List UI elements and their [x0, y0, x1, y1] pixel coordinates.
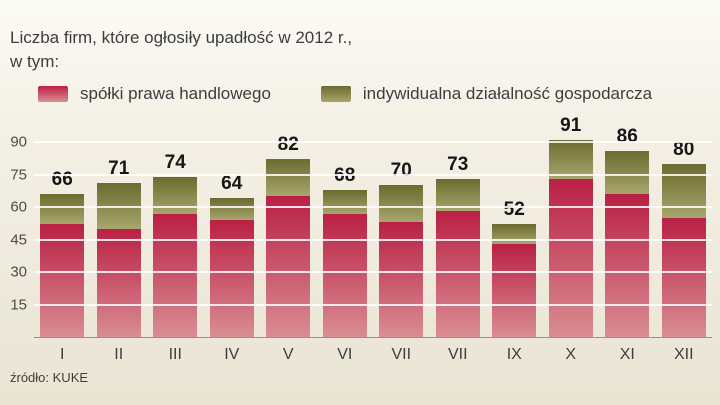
x-label-11: XI [619, 346, 635, 363]
segment-commercial-companies [435, 211, 480, 337]
total-value-label: 73 [447, 153, 469, 175]
segment-individual-business [661, 163, 706, 218]
stacked-bar-8: 73 [435, 154, 480, 337]
segment-individual-business [605, 150, 650, 194]
bar-column-11: 86 XI [599, 126, 656, 363]
gridline-90 [34, 141, 712, 143]
x-label-4: IV [224, 346, 240, 363]
legend-item-individual: indywidualna działalność gospodarcza [320, 84, 653, 104]
source-note: źródło: KUKE [10, 370, 89, 385]
stacked-bar-6: 68 [322, 165, 367, 337]
stacked-bar-3: 74 [153, 152, 198, 337]
stacked-bar-1: 66 [40, 169, 85, 337]
gridline-45 [34, 238, 712, 241]
x-label-2: II [114, 346, 124, 363]
gridline-75 [34, 173, 712, 176]
x-label-5: V [282, 346, 294, 363]
y-tick-90: 90 [10, 133, 27, 151]
bar-column-12: 80 XII [656, 139, 713, 363]
stacked-bar-12: 80 [661, 139, 706, 337]
chart-header: Liczba firm, które ogłosiły upadłość w 2… [10, 26, 352, 74]
total-value-label: 86 [616, 125, 638, 147]
plot-area: 66 I 71 II 74 III 64 IV 82 V 68 VI 70 VII 73 VII 52 IX 91 X… [10, 115, 713, 363]
legend-label-individual: indywidualna działalność gospodarcza [362, 84, 653, 103]
stacked-bar-5: 82 [266, 134, 311, 337]
segment-individual-business [266, 159, 311, 197]
total-value-label: 82 [277, 134, 299, 156]
bar-column-1: 66 I [34, 142, 91, 363]
y-tick-15: 15 [10, 296, 27, 314]
total-value-label: 70 [390, 160, 412, 182]
total-value-label: 74 [164, 151, 186, 173]
gridline-15 [34, 303, 712, 306]
legend-item-companies: spółki prawa handlowego [38, 84, 271, 104]
legend-label-companies: spółki prawa handlowego [80, 84, 271, 103]
segment-commercial-companies [322, 213, 367, 337]
segment-commercial-companies [266, 196, 311, 337]
stacked-bar-9: 52 [492, 199, 537, 337]
y-tick-30: 30 [10, 263, 27, 281]
legend-swatch-red [38, 86, 68, 102]
segment-commercial-companies [548, 178, 593, 337]
segment-individual-business [492, 224, 537, 244]
legend-swatch-olive [320, 86, 351, 102]
segment-commercial-companies [379, 222, 424, 337]
stacked-bar-11: 86 [605, 126, 650, 337]
segment-commercial-companies [96, 228, 141, 337]
bars-row: 66 I 71 II 74 III 64 IV 82 V 68 VI 70 VII 73 VII 52 IX 91 X… [34, 115, 713, 363]
x-label-10: X [565, 346, 577, 363]
bar-column-7: 70 VII [373, 142, 430, 363]
stacked-bar-4: 64 [209, 173, 254, 337]
stacked-bar-10: 91 [548, 115, 593, 337]
segment-commercial-companies [492, 243, 537, 337]
total-value-label: 80 [673, 138, 695, 160]
stacked-bar-2: 71 [96, 158, 141, 337]
total-value-label: 91 [560, 114, 582, 136]
x-label-3: III [168, 346, 182, 363]
segment-individual-business [322, 189, 367, 214]
legend: spółki prawa handlowego indywidualna dzi… [38, 84, 652, 104]
segment-individual-business [548, 139, 593, 179]
gridline-30 [34, 271, 712, 274]
gridline-60 [34, 206, 712, 209]
segment-individual-business [40, 194, 85, 225]
y-tick-75: 75 [10, 166, 27, 183]
bar-column-10: 91 X [543, 115, 600, 363]
x-label-1: I [60, 346, 65, 363]
stacked-bar-7: 70 [379, 160, 424, 337]
y-tick-60: 60 [10, 198, 27, 216]
x-label-7: VII [391, 346, 412, 363]
segment-commercial-companies [661, 217, 706, 337]
x-label-12: XII [673, 346, 694, 363]
x-label-9: IX [506, 346, 522, 363]
segment-commercial-companies [605, 194, 650, 337]
x-label-8: VII [447, 346, 468, 363]
total-value-label: 52 [503, 199, 525, 221]
segment-individual-business [209, 198, 254, 220]
x-label-6: VI [337, 346, 353, 363]
total-value-label: 71 [108, 158, 130, 180]
segment-individual-business [96, 183, 141, 229]
bar-column-5: 82 V [260, 134, 317, 363]
chart-title: Liczba firm, które ogłosiły upadłość w 2… [10, 28, 353, 47]
bar-column-8: 73 VII [430, 142, 487, 363]
segment-individual-business [435, 178, 480, 212]
chart-subtitle: w tym: [10, 52, 60, 71]
segment-individual-business [379, 185, 424, 223]
total-value-label: 68 [313, 165, 377, 190]
segment-commercial-companies [40, 224, 85, 337]
bar-column-2: 71 II [91, 142, 148, 363]
segment-commercial-companies [153, 213, 198, 337]
total-value-label: 64 [221, 173, 243, 195]
y-tick-45: 45 [10, 231, 27, 248]
bar-column-3: 74 III [147, 142, 204, 363]
